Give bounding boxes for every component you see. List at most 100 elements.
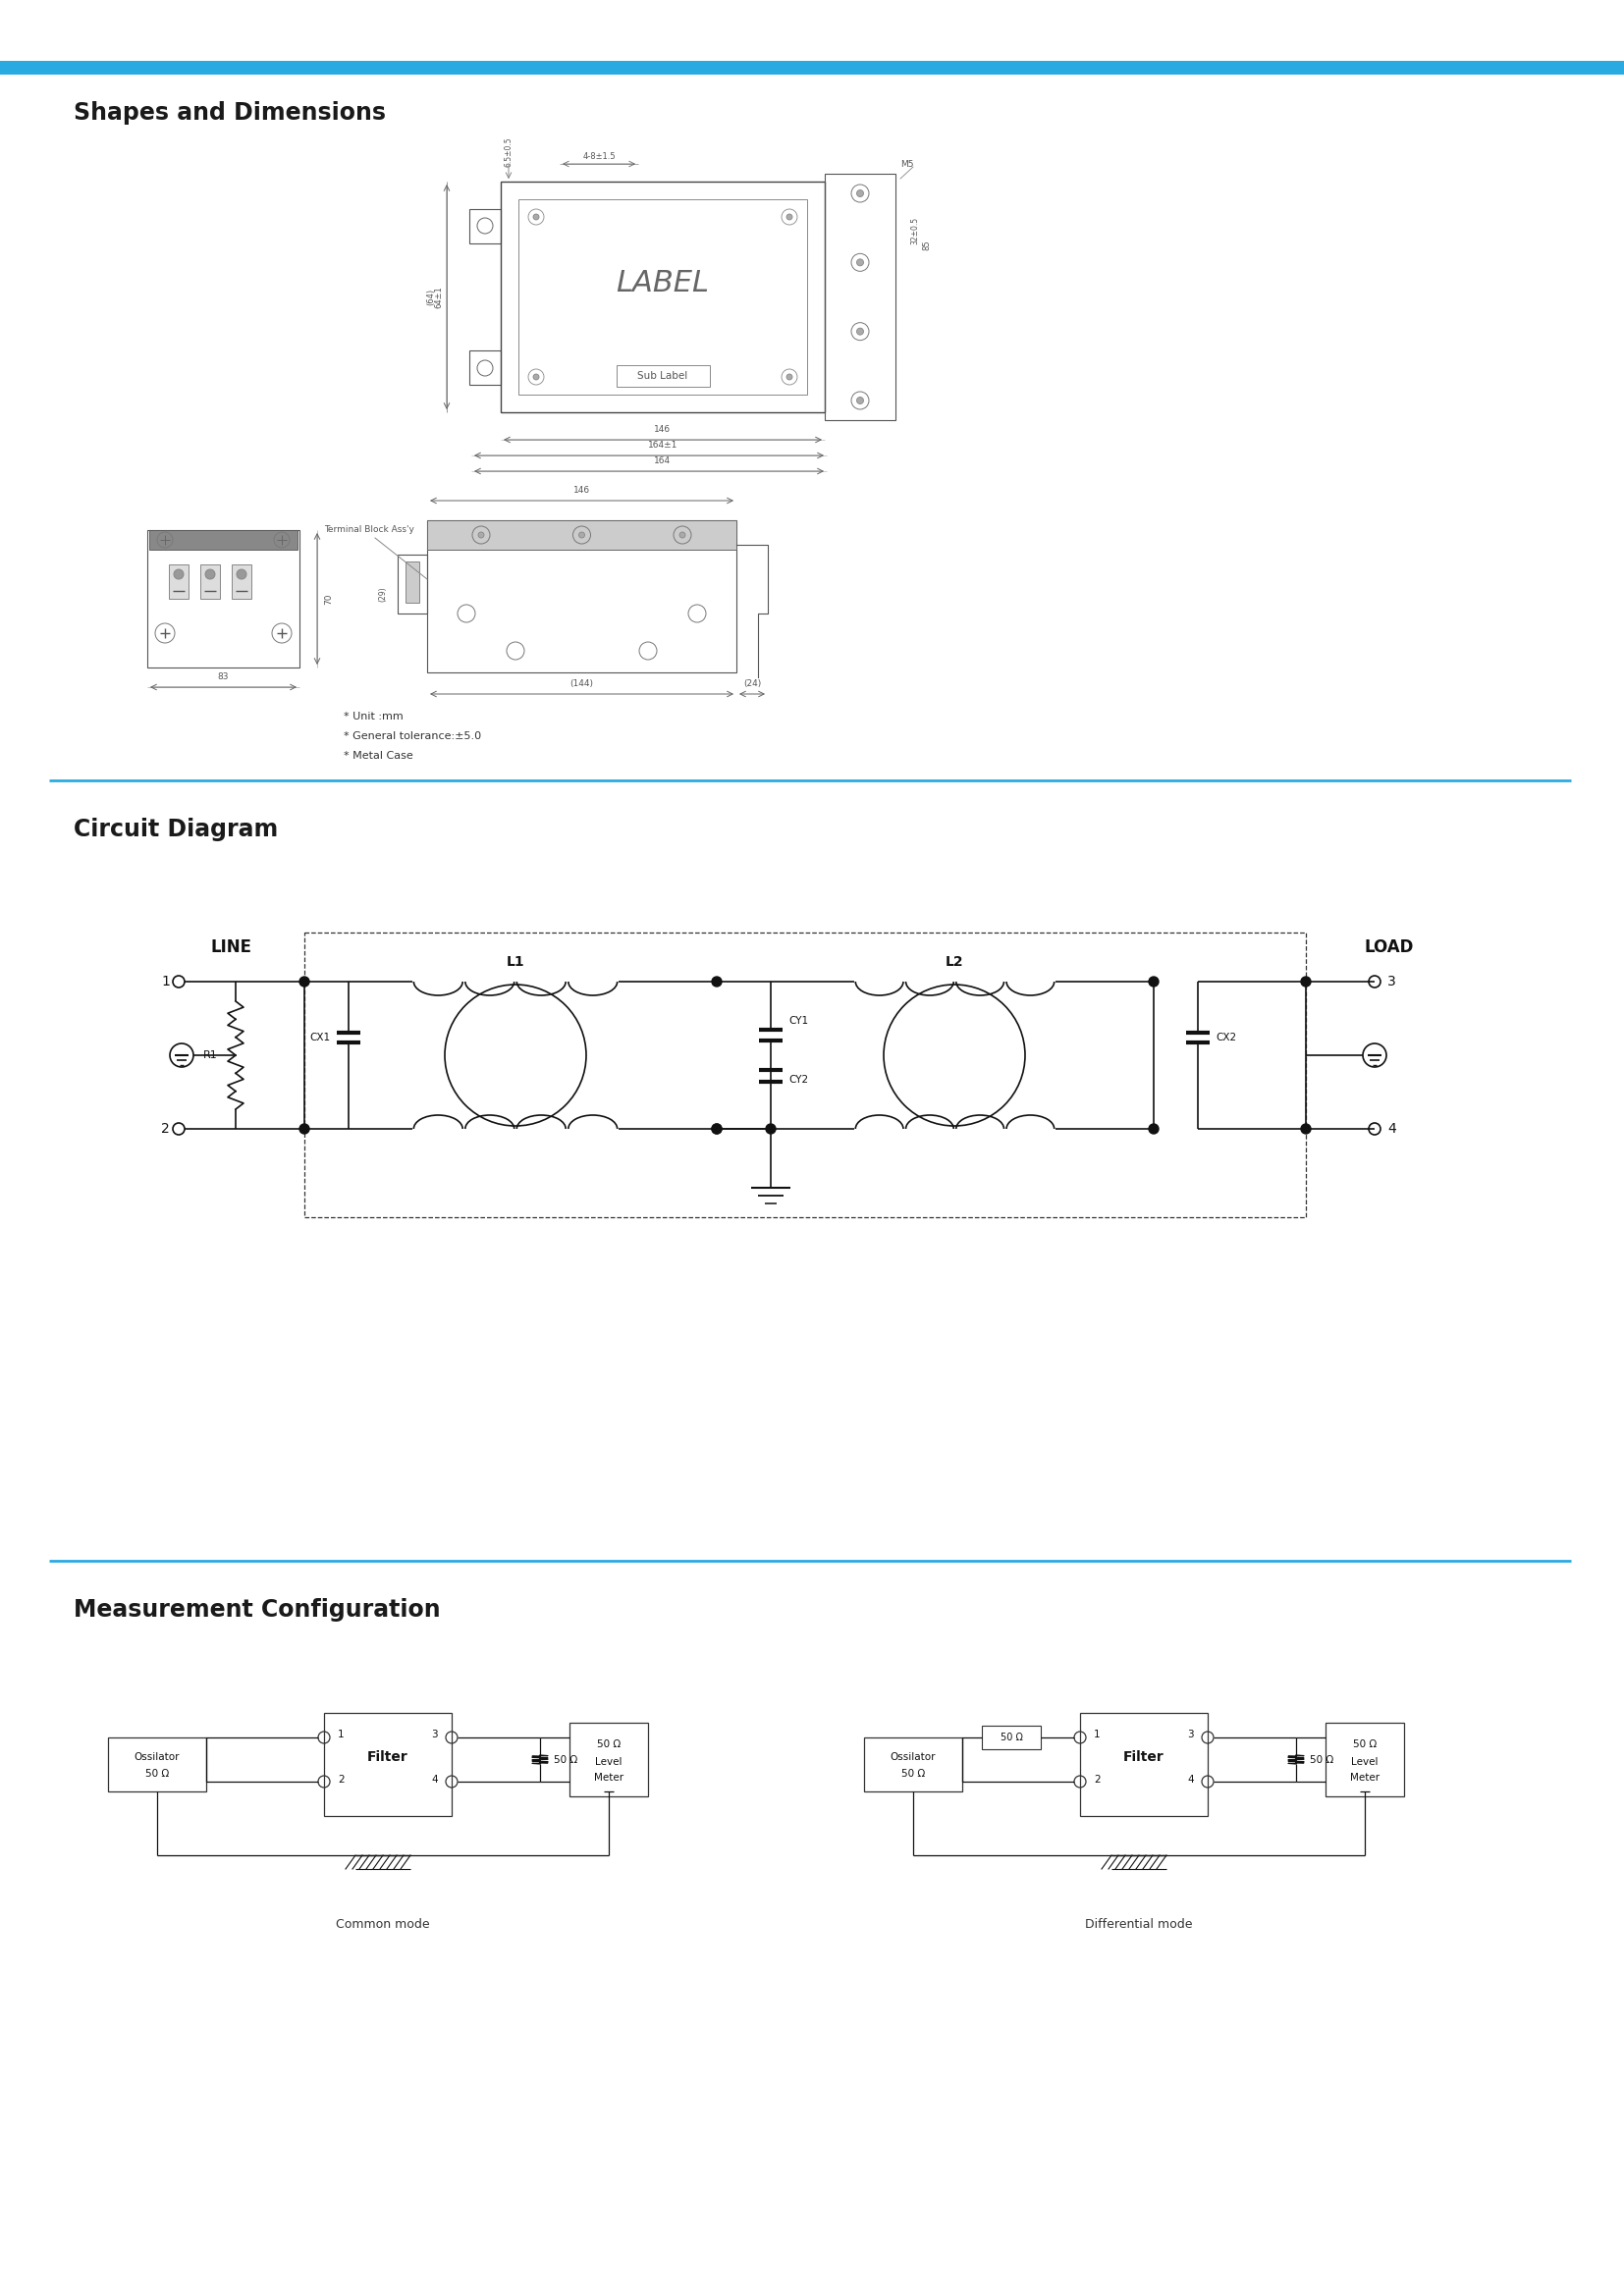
Circle shape <box>786 374 793 379</box>
Circle shape <box>299 976 309 987</box>
Text: * Unit :mm: * Unit :mm <box>344 712 403 721</box>
Text: L2: L2 <box>945 955 965 969</box>
Bar <box>825 174 895 420</box>
Text: 1: 1 <box>338 1729 344 1740</box>
Text: (24): (24) <box>744 680 762 689</box>
Circle shape <box>679 533 685 537</box>
Text: 3: 3 <box>1187 1729 1194 1740</box>
Circle shape <box>857 397 864 404</box>
Circle shape <box>205 569 214 579</box>
Bar <box>427 521 736 549</box>
Bar <box>169 565 188 599</box>
Text: 164: 164 <box>654 457 671 466</box>
Text: Terminal Block Ass'y: Terminal Block Ass'y <box>325 526 414 535</box>
Text: R1: R1 <box>203 1049 218 1061</box>
Text: 4-8±1.5: 4-8±1.5 <box>583 152 615 161</box>
Bar <box>864 1738 963 1791</box>
Bar <box>148 530 299 668</box>
Text: 50 Ω: 50 Ω <box>1353 1740 1377 1750</box>
Circle shape <box>1148 1125 1158 1134</box>
Text: (144): (144) <box>570 680 593 689</box>
Bar <box>398 556 427 613</box>
Text: Level: Level <box>1351 1756 1379 1768</box>
Text: 2: 2 <box>338 1775 344 1784</box>
Text: 1: 1 <box>161 976 171 990</box>
Bar <box>518 200 807 395</box>
Text: Common mode: Common mode <box>336 1917 430 1931</box>
Bar <box>983 1727 1041 1750</box>
Text: Meter: Meter <box>1350 1773 1379 1782</box>
Text: Filter: Filter <box>1124 1750 1164 1763</box>
Bar <box>500 181 825 413</box>
Text: CX2: CX2 <box>1215 1033 1236 1042</box>
Text: * General tolerance:±5.0: * General tolerance:±5.0 <box>344 732 481 742</box>
Circle shape <box>299 1125 309 1134</box>
Text: 85: 85 <box>922 241 931 250</box>
Text: 2: 2 <box>1095 1775 1101 1784</box>
Bar <box>0 62 1624 73</box>
Bar <box>469 209 500 243</box>
Circle shape <box>533 214 539 220</box>
Circle shape <box>237 569 247 579</box>
Text: 4: 4 <box>1387 1123 1397 1137</box>
Bar <box>1080 1713 1208 1816</box>
Text: 83: 83 <box>218 673 229 682</box>
Text: Meter: Meter <box>594 1773 624 1782</box>
Circle shape <box>786 214 793 220</box>
Text: Differential mode: Differential mode <box>1085 1917 1192 1931</box>
Text: 50 Ω: 50 Ω <box>901 1768 926 1779</box>
Text: CY1: CY1 <box>788 1015 809 1026</box>
Text: 50 Ω: 50 Ω <box>598 1740 620 1750</box>
Text: Ossilator: Ossilator <box>890 1752 935 1761</box>
Bar <box>427 521 736 673</box>
Bar <box>325 1713 451 1816</box>
Bar <box>406 563 419 604</box>
Text: 3: 3 <box>432 1729 438 1740</box>
Circle shape <box>857 328 864 335</box>
Text: Shapes and Dimensions: Shapes and Dimensions <box>73 101 387 124</box>
Circle shape <box>711 1125 721 1134</box>
Text: Measurement Configuration: Measurement Configuration <box>73 1598 440 1621</box>
Circle shape <box>1301 976 1311 987</box>
Text: 50 Ω: 50 Ω <box>145 1768 169 1779</box>
Circle shape <box>767 1125 776 1134</box>
Bar <box>615 365 710 386</box>
Bar <box>232 565 252 599</box>
Text: 3: 3 <box>1387 976 1397 990</box>
Text: * Metal Case: * Metal Case <box>344 751 412 760</box>
Circle shape <box>711 976 721 987</box>
Text: 32±0.5: 32±0.5 <box>911 216 919 243</box>
Bar <box>1325 1722 1405 1795</box>
Text: 4: 4 <box>432 1775 438 1784</box>
Bar <box>109 1738 206 1791</box>
Text: L1: L1 <box>507 955 525 969</box>
Text: 1: 1 <box>1095 1729 1101 1740</box>
Text: 4: 4 <box>1187 1775 1194 1784</box>
Text: 50 Ω: 50 Ω <box>1311 1754 1333 1763</box>
Text: Ossilator: Ossilator <box>135 1752 180 1761</box>
Text: 146: 146 <box>573 487 590 496</box>
Circle shape <box>711 1125 721 1134</box>
Circle shape <box>533 374 539 379</box>
Text: (64): (64) <box>427 289 435 305</box>
Circle shape <box>857 191 864 197</box>
Text: 6.5±0.5: 6.5±0.5 <box>503 138 513 168</box>
Text: Circuit Diagram: Circuit Diagram <box>73 817 278 840</box>
Circle shape <box>1148 976 1158 987</box>
Text: 164±1: 164±1 <box>648 441 677 450</box>
Text: 2: 2 <box>161 1123 171 1137</box>
Text: Sub Label: Sub Label <box>638 372 689 381</box>
Bar <box>469 351 500 386</box>
Text: Filter: Filter <box>367 1750 408 1763</box>
Text: 50 Ω: 50 Ω <box>1000 1733 1023 1743</box>
Text: LABEL: LABEL <box>615 269 710 298</box>
Bar <box>200 565 219 599</box>
Circle shape <box>174 569 184 579</box>
Text: M5: M5 <box>900 158 914 168</box>
Text: 146: 146 <box>654 425 671 434</box>
Circle shape <box>1301 1125 1311 1134</box>
Bar <box>149 530 297 549</box>
Bar <box>304 932 1306 1217</box>
Circle shape <box>857 259 864 266</box>
Circle shape <box>477 533 484 537</box>
